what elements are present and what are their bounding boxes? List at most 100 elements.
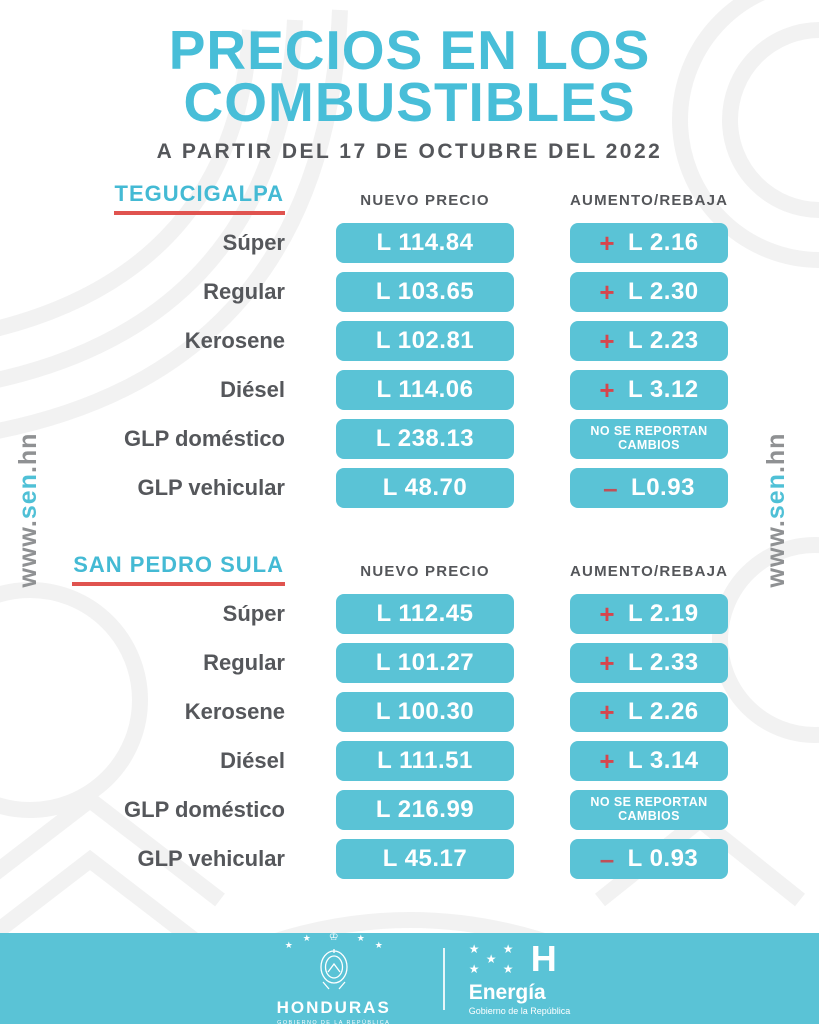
city-name: TEGUCIGALPA (113, 181, 285, 215)
section-san-pedro-sula: SAN PEDRO SULA NUEVO PRECIO AUMENTO/REBA… (0, 552, 819, 879)
change-box: + L 2.16 (570, 222, 728, 263)
stars-arc-icon: ★ ★ ♔ ★ ★ (284, 930, 383, 950)
fuel-name: GLP vehicular (137, 845, 285, 871)
plus-icon: + (599, 696, 616, 727)
change-box: + L 2.33 (570, 642, 728, 683)
price-box: L 238.13 (336, 418, 514, 459)
plus-icon: + (599, 745, 616, 776)
plus-icon: + (599, 276, 616, 307)
section-tegucigalpa: TEGUCIGALPA NUEVO PRECIO AUMENTO/REBAJA … (0, 181, 819, 508)
plus-icon: + (599, 598, 616, 629)
honduras-wordmark: HONDURAS (276, 997, 391, 1017)
title-line-1: PRECIOS EN LOS (168, 19, 651, 81)
price-box: L 100.30 (336, 691, 514, 732)
change-box: – L0.93 (570, 467, 728, 508)
header: PRECIOS EN LOS COMBUSTIBLES A PARTIR DEL… (0, 0, 819, 164)
change-value: L0.93 (631, 473, 695, 501)
fuel-name: GLP doméstico (124, 425, 285, 451)
no-change-line-1: NO SE REPORTAN (590, 794, 708, 809)
price-box: L 48.70 (336, 467, 514, 508)
table-row: Súper L 112.45 + L 2.19 (0, 593, 819, 634)
price-box: L 114.06 (336, 369, 514, 410)
table-row: Kerosene L 102.81 + L 2.23 (0, 320, 819, 361)
table-row: GLP vehicular L 45.17 – L 0.93 (0, 838, 819, 879)
plus-icon: + (599, 374, 616, 405)
title-line-2: COMBUSTIBLES (183, 71, 636, 134)
h-letter-logo: H (530, 938, 557, 979)
table-row: Regular L 103.65 + L 2.30 (0, 271, 819, 312)
change-box: + L 3.14 (570, 740, 728, 781)
coat-of-arms-icon (320, 948, 348, 989)
change-box: + L 2.30 (570, 271, 728, 312)
table-row: Súper L 114.84 + L 2.16 (0, 222, 819, 263)
table-row: Diésel L 111.51 + L 3.14 (0, 740, 819, 781)
honduras-caption: GOBIERNO DE LA REPÚBLICA (277, 1019, 391, 1024)
change-value: L 2.19 (628, 599, 699, 627)
energia-logo: ★ ★ ★ ★ ★ H Energía Gobierno de la Repúb… (468, 938, 571, 1017)
fuel-name: Kerosene (184, 698, 285, 724)
honduras-government-logo: ★ ★ ♔ ★ ★ HONDURAS GOBIERNO DE LA REPÚBL… (249, 930, 419, 1024)
energia-wordmark: Energía (468, 981, 546, 1004)
five-stars-icon: ★ ★ ★ ★ ★ (468, 942, 514, 976)
change-box: + L 3.12 (570, 369, 728, 410)
price-box: L 112.45 (336, 593, 514, 634)
plus-icon: + (599, 325, 616, 356)
section-header: SAN PEDRO SULA NUEVO PRECIO AUMENTO/REBA… (0, 552, 819, 586)
fuel-name: Diésel (220, 747, 285, 773)
change-box: + L 2.23 (570, 320, 728, 361)
fuel-name: Súper (222, 229, 285, 255)
change-value: L 2.23 (628, 326, 699, 354)
logo-divider (442, 947, 445, 1010)
plus-icon: + (599, 227, 616, 258)
minus-icon: – (599, 843, 615, 874)
table-row: GLP doméstico L 238.13 NO SE REPORTAN CA… (0, 418, 819, 459)
table-row: GLP doméstico L 216.99 NO SE REPORTAN CA… (0, 789, 819, 830)
no-change-line-1: NO SE REPORTAN (590, 423, 708, 438)
price-box: L 103.65 (336, 271, 514, 312)
price-box: L 45.17 (336, 838, 514, 879)
change-value: L 2.33 (628, 648, 699, 676)
column-header-change: AUMENTO/REBAJA (570, 191, 729, 209)
fuel-name: Regular (203, 649, 285, 675)
change-value: L 0.93 (627, 844, 699, 872)
column-header-new-price: NUEVO PRECIO (360, 562, 490, 580)
fuel-name: GLP vehicular (137, 474, 285, 500)
fuel-name: Diésel (220, 376, 285, 402)
change-box: + L 2.19 (570, 593, 728, 634)
city-name: SAN PEDRO SULA (72, 552, 285, 586)
column-header-new-price: NUEVO PRECIO (360, 191, 490, 209)
price-box: L 101.27 (336, 642, 514, 683)
change-value: L 2.30 (628, 277, 699, 305)
plus-icon: + (599, 647, 616, 678)
change-box: + L 2.26 (570, 691, 728, 732)
no-change-box: NO SE REPORTAN CAMBIOS (570, 418, 728, 459)
change-value: L 2.26 (628, 697, 699, 725)
no-change-line-2: CAMBIOS (618, 437, 680, 452)
section-header: TEGUCIGALPA NUEVO PRECIO AUMENTO/REBAJA (0, 181, 819, 215)
fuel-name: GLP doméstico (124, 796, 285, 822)
table-row: Diésel L 114.06 + L 3.12 (0, 369, 819, 410)
effective-date: A PARTIR DEL 17 DE OCTUBRE DEL 2022 (156, 139, 663, 163)
table-row: Kerosene L 100.30 + L 2.26 (0, 691, 819, 732)
change-value: L 3.12 (628, 375, 699, 403)
fuel-name: Regular (203, 278, 285, 304)
no-change-line-2: CAMBIOS (618, 808, 680, 823)
price-box: L 111.51 (336, 740, 514, 781)
fuel-name: Súper (222, 600, 285, 626)
poster-title: PRECIOS EN LOS COMBUSTIBLES (0, 19, 819, 134)
footer-band: ★ ★ ♔ ★ ★ HONDURAS GOBIERNO DE LA REPÚBL… (0, 930, 819, 1024)
table-row: Regular L 101.27 + L 2.33 (0, 642, 819, 683)
change-value: L 3.14 (628, 746, 699, 774)
table-row: GLP vehicular L 48.70 – L0.93 (0, 467, 819, 508)
minus-icon: – (603, 472, 619, 503)
price-box: L 102.81 (336, 320, 514, 361)
no-change-box: NO SE REPORTAN CAMBIOS (570, 789, 728, 830)
column-header-change: AUMENTO/REBAJA (570, 562, 729, 580)
fuel-name: Kerosene (184, 327, 285, 353)
price-box: L 114.84 (336, 222, 514, 263)
change-box: – L 0.93 (570, 838, 728, 879)
price-box: L 216.99 (336, 789, 514, 830)
change-value: L 2.16 (628, 228, 699, 256)
price-tables: TEGUCIGALPA NUEVO PRECIO AUMENTO/REBAJA … (0, 181, 819, 879)
